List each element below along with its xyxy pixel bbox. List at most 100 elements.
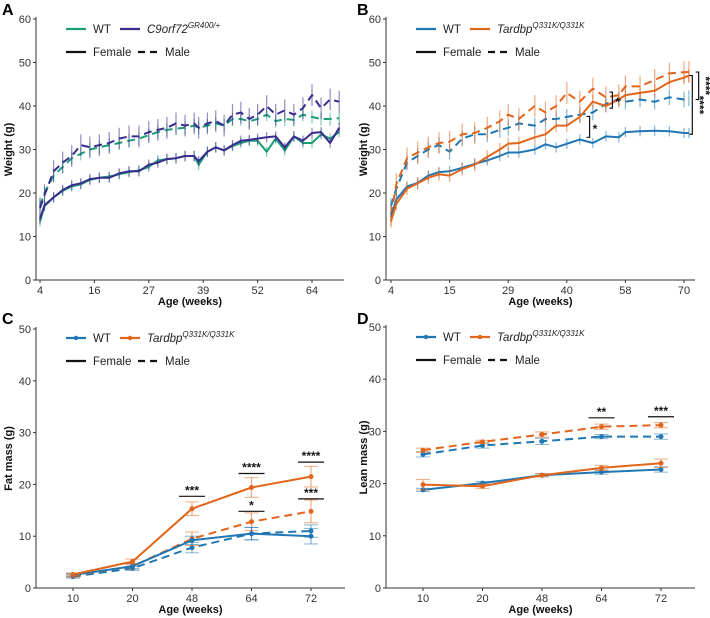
y-tick-label: 40	[369, 374, 381, 386]
data-point	[130, 559, 135, 565]
significance-label: **	[597, 405, 607, 419]
y-tick-label: 20	[19, 479, 31, 491]
x-tick-label: 20	[476, 593, 488, 605]
significance-label: ***	[654, 404, 668, 418]
data-point	[480, 439, 485, 445]
series-line	[39, 113, 340, 207]
data-point	[658, 434, 664, 440]
y-tick-label: 50	[19, 324, 31, 336]
series-female-mutant	[66, 465, 318, 578]
legend-label-superscript: Q331K/Q331K	[532, 21, 585, 30]
legend-label: WT	[93, 333, 111, 345]
legend-label: Male	[165, 47, 190, 59]
x-tick-label: 4	[37, 285, 43, 297]
data-point	[599, 434, 604, 440]
legend-label: Female	[443, 47, 481, 59]
x-tick-label: 10	[417, 593, 429, 605]
significance-bracket	[689, 74, 693, 135]
series-line	[422, 468, 662, 491]
legend-marker	[477, 334, 483, 340]
data-point	[189, 506, 195, 512]
y-tick-label: 10	[369, 232, 381, 244]
legend-marker	[73, 335, 79, 341]
x-tick-label: 52	[251, 285, 263, 297]
data-point	[308, 474, 314, 480]
series-male-wt	[416, 433, 668, 458]
legend: WT C9orf72GR400/+ Female Male	[66, 21, 220, 59]
data-point	[249, 519, 254, 525]
y-tick-label: 20	[369, 479, 381, 491]
panel-letter: D	[357, 311, 369, 328]
x-tick-label: 58	[619, 285, 631, 297]
y-tick-label: 10	[19, 232, 31, 244]
series-female-wt	[416, 466, 668, 493]
data-point	[420, 451, 426, 457]
y-tick-label: 30	[369, 426, 381, 438]
y-tick-label: 60	[19, 14, 31, 26]
x-tick-label: 64	[595, 593, 607, 605]
legend-label: C9orf72GR400/+	[147, 21, 220, 36]
legend-label: WT	[93, 24, 111, 36]
series-line	[390, 96, 690, 207]
data-point	[658, 467, 664, 473]
legend-label: TardbpQ331K/Q331K	[147, 330, 235, 345]
y-tick-label: 0	[25, 275, 31, 287]
data-point	[599, 424, 604, 430]
y-tick-label: 40	[19, 101, 31, 113]
series-line	[390, 71, 689, 215]
panel-letter: B	[357, 2, 369, 19]
legend-label-text: WT	[443, 332, 461, 344]
y-tick-label: 10	[19, 531, 31, 543]
legend-label: TardbpQ331K/Q331K	[497, 21, 585, 36]
legend-label-superscript: Q331K/Q331K	[532, 329, 585, 338]
legend-marker	[127, 335, 133, 341]
significance-bracket	[695, 71, 700, 101]
data-point	[539, 438, 545, 444]
series-line	[390, 129, 689, 218]
series-male-mutant	[390, 61, 690, 226]
significance-label: *	[249, 498, 254, 512]
panel-d: D 0 10 20 30 40 50 10 20 48 64 72 Age (weeks) Lean ma…	[357, 311, 695, 616]
legend-label: Female	[443, 355, 481, 367]
data-point	[308, 533, 314, 539]
x-tick-label: 10	[67, 593, 79, 605]
data-point	[130, 563, 135, 569]
y-tick-label: 50	[369, 322, 381, 334]
y-axis-label: Lean mass (g)	[358, 420, 370, 494]
y-tick-label: 50	[19, 58, 31, 70]
legend-label-text: WT	[93, 24, 111, 36]
y-tick-label: 20	[369, 188, 381, 200]
data-point	[70, 572, 76, 578]
x-tick-label: 15	[443, 285, 455, 297]
y-axis-label: Fat mass (g)	[3, 426, 15, 491]
x-tick-label: 29	[502, 285, 514, 297]
x-tick-label: 64	[306, 285, 318, 297]
series-line	[422, 424, 662, 452]
x-tick-label: 20	[126, 593, 138, 605]
significance-label: ****	[242, 461, 261, 475]
significance-label: ****	[302, 449, 321, 463]
significance-label: *	[615, 95, 620, 109]
legend-marker	[423, 334, 429, 340]
series-line	[39, 94, 340, 209]
significance-label: ***	[304, 486, 318, 500]
significance-label: *	[593, 122, 598, 136]
series-female-mutant	[39, 122, 341, 225]
data-point	[189, 537, 195, 543]
legend-label: Male	[165, 356, 190, 368]
x-tick-label: 64	[245, 593, 257, 605]
data-point	[658, 460, 664, 466]
panel-letter: C	[2, 311, 14, 328]
y-tick-label: 30	[19, 145, 31, 157]
y-tick-label: 20	[19, 188, 31, 200]
legend-label-text: Tardbp	[147, 333, 183, 345]
x-tick-label: 72	[305, 593, 317, 605]
legend-label-text: Tardbp	[497, 24, 533, 36]
x-axis-label: Age (weeks)	[508, 604, 573, 616]
series-line	[390, 74, 690, 222]
data-point	[420, 482, 426, 488]
x-tick-label: 48	[536, 593, 548, 605]
data-point	[420, 447, 426, 453]
data-point	[658, 422, 664, 428]
